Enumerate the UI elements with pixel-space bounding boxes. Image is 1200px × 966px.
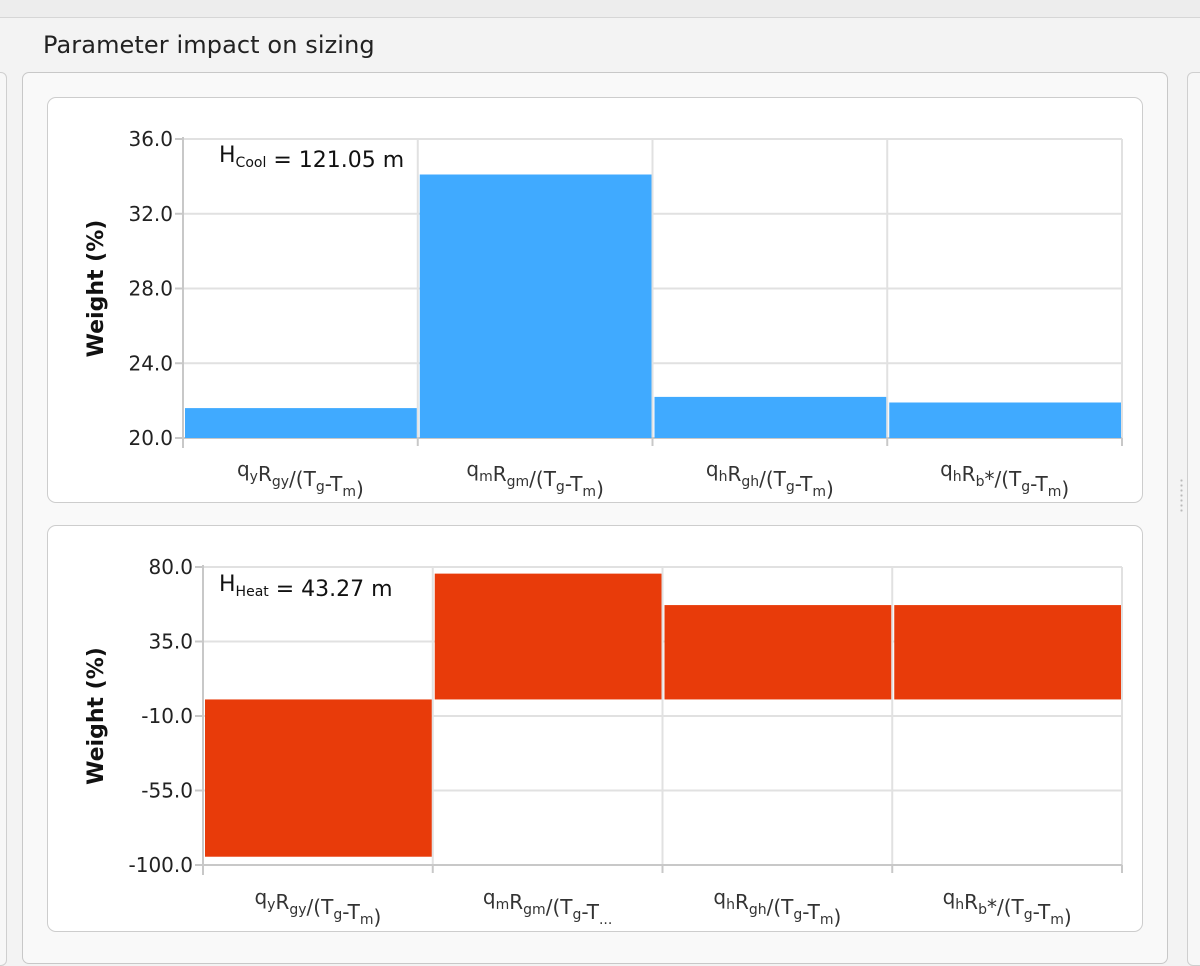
x-category-label: qhRgh/(Tg-Tm)	[713, 885, 841, 929]
splitter-grip[interactable]	[1180, 478, 1183, 514]
x-category-label: qyRgy/(Tg-Tm)	[254, 885, 381, 929]
gridlines	[183, 138, 1123, 439]
cooling-weight-chart-card: 20.0 24.0 28.0 32.0 36.0 qyRgy/(Tg-Tm) qmRgm/(…	[47, 97, 1143, 503]
y-tick-label: 36.0	[128, 127, 173, 151]
x-category-label: qyRgy/(Tg-Tm)	[237, 457, 364, 501]
bar-1[interactable]	[205, 699, 432, 857]
top-strip	[0, 0, 1200, 18]
y-tick-label: 24.0	[128, 351, 173, 375]
y-tick-label: 28.0	[128, 277, 173, 301]
x-category-label: qmRgm/(Tg-T...	[483, 885, 612, 928]
cooling-weight-chart: 20.0 24.0 28.0 32.0 36.0 qyRgy/(Tg-Tm) qmRgm/(…	[84, 127, 1123, 501]
x-category-label: qhRb*/(Tg-Tm)	[943, 885, 1072, 929]
y-axis-title: Weight (%)	[84, 647, 109, 785]
left-adjacent-panel	[0, 72, 7, 966]
y-tick-label: 32.0	[128, 202, 173, 226]
y-tick-label: 80.0	[148, 555, 193, 579]
y-tick-label: -100.0	[129, 853, 193, 877]
y-tick-label: -10.0	[141, 704, 193, 728]
y-tick-label: -55.0	[141, 779, 193, 803]
bar-1[interactable]	[185, 408, 417, 438]
height-annotation: HCool = 121.05 m	[219, 143, 404, 173]
x-category-label: qhRb*/(Tg-Tm)	[940, 457, 1069, 501]
bar-3[interactable]	[654, 396, 887, 438]
height-annotation: HHeat = 43.27 m	[219, 572, 393, 602]
bar-3[interactable]	[664, 605, 892, 700]
x-category-label: qmRgm/(Tg-Tm)	[466, 457, 604, 501]
y-tick-label: 20.0	[128, 426, 173, 450]
right-adjacent-panel	[1187, 72, 1200, 966]
bar-2[interactable]	[434, 573, 662, 700]
bar-2[interactable]	[419, 174, 652, 438]
bar-4[interactable]	[889, 402, 1121, 438]
y-tick-label: 35.0	[148, 630, 193, 654]
section-title: Parameter impact on sizing	[43, 31, 375, 59]
bar-4[interactable]	[894, 605, 1121, 700]
x-category-label: qhRgh/(Tg-Tm)	[706, 457, 834, 501]
heating-weight-chart-card: -100.0 -55.0 -10.0 35.0 80.0 qyRgy/(Tg-Tm) qmR…	[47, 525, 1143, 932]
y-axis-title: Weight (%)	[84, 220, 109, 358]
heating-weight-chart: -100.0 -55.0 -10.0 35.0 80.0 qyRgy/(Tg-Tm) qmR…	[84, 555, 1123, 929]
